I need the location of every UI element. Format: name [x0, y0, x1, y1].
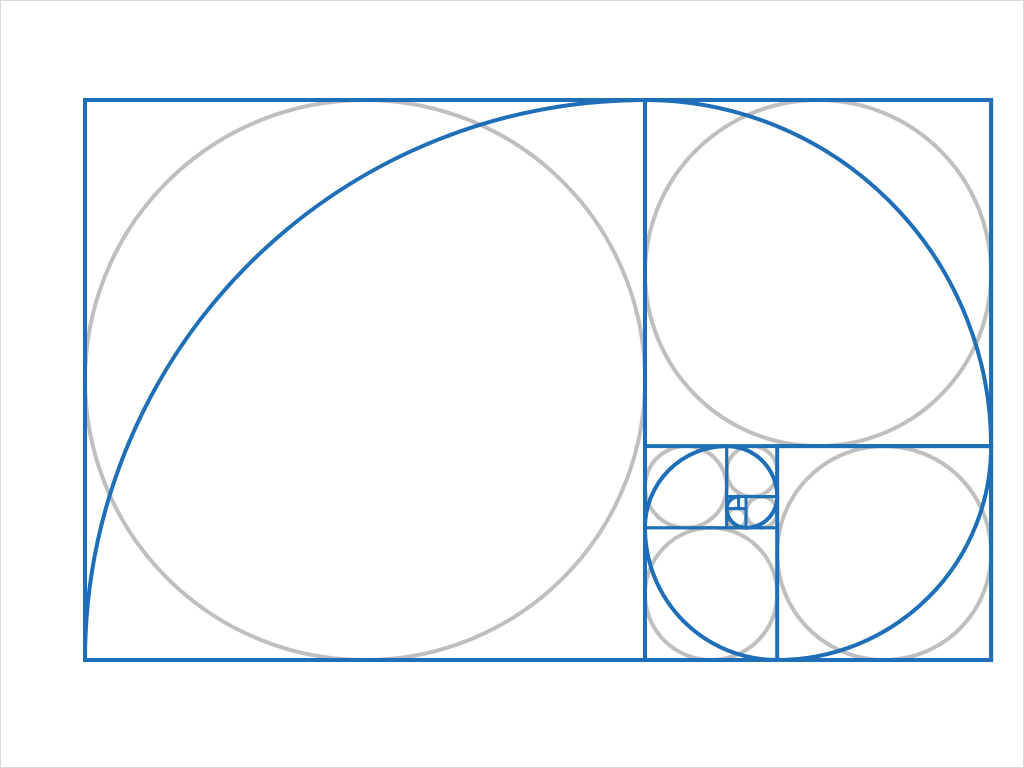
squares-layer [85, 100, 991, 660]
fibonacci-square [85, 100, 645, 660]
guide-circles-layer [85, 100, 991, 660]
golden-ratio-diagram [0, 0, 1024, 768]
guide-circle [645, 100, 991, 446]
golden-spiral [85, 100, 991, 660]
guide-circle [777, 446, 991, 660]
guide-circle [85, 100, 645, 660]
spiral-layer [85, 100, 991, 660]
golden-rectangle [85, 100, 991, 660]
golden-ratio-svg [0, 0, 1024, 768]
